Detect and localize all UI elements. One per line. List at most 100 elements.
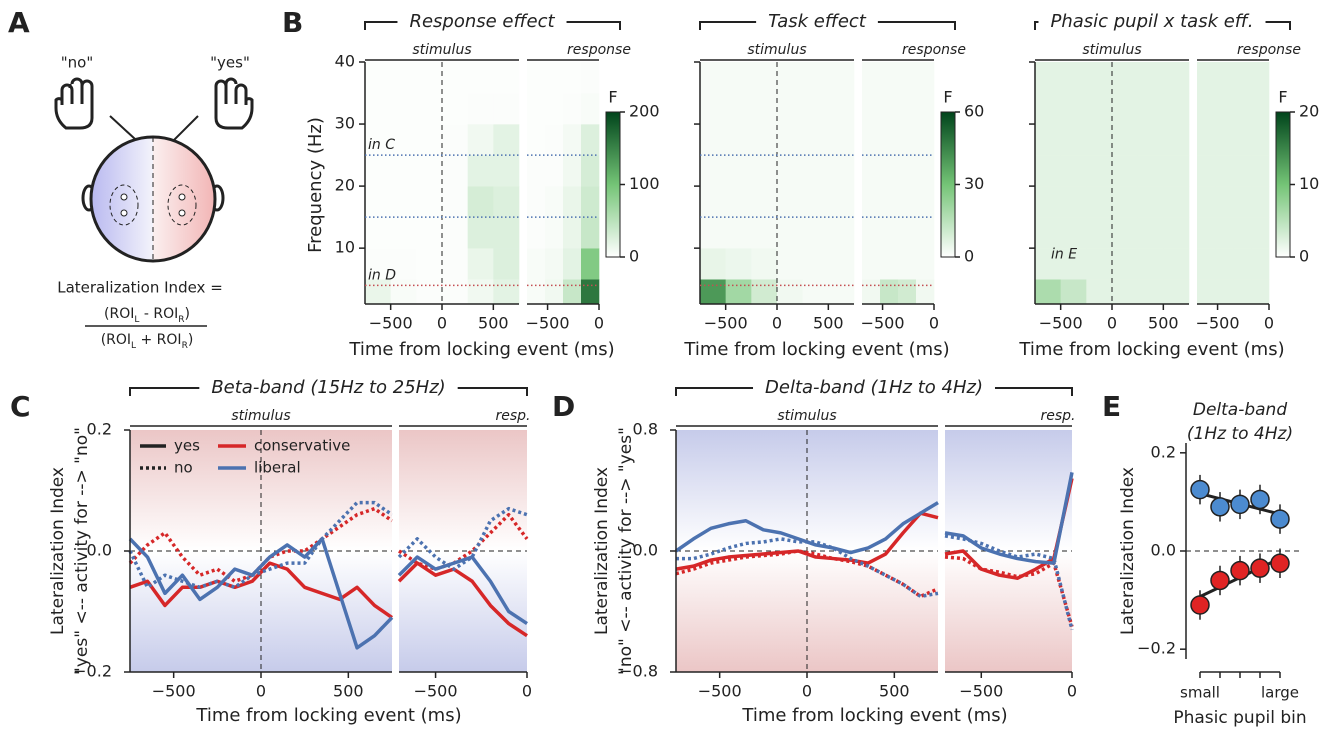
colorbar <box>1275 111 1291 258</box>
heat-cell <box>862 217 881 249</box>
x-axis-label: Time from locking event (ms) <box>348 339 614 360</box>
x-tick-label: −500 <box>414 682 458 701</box>
heat-cell <box>898 124 917 156</box>
heat-cell <box>527 62 546 94</box>
heat-cell <box>581 62 600 94</box>
heat-cell <box>1035 155 1061 187</box>
heat-cell <box>751 186 778 218</box>
heat-cell <box>581 248 600 280</box>
formula-part: (ROI <box>104 306 134 322</box>
heat-cell <box>390 93 417 125</box>
hand-left <box>54 77 94 130</box>
colorbar-tick-label: 0 <box>1299 247 1309 266</box>
point <box>1250 489 1270 510</box>
heat-cell <box>493 279 520 305</box>
heat-cell <box>751 217 778 249</box>
colorbar <box>605 111 621 258</box>
heat-cell <box>1215 186 1234 218</box>
heat-cell <box>1035 248 1061 280</box>
series-line <box>944 472 1074 565</box>
heat-cell <box>1137 217 1164 249</box>
series-line <box>128 506 393 583</box>
heat-cell <box>1233 279 1252 305</box>
y-axis-label: Frequency (Hz) <box>305 117 326 253</box>
heat-cell <box>563 279 582 305</box>
heat-cell <box>493 186 520 218</box>
heat-cell <box>802 93 829 125</box>
electrode <box>120 193 128 201</box>
title-bracket <box>364 21 621 30</box>
heat-cell <box>1251 124 1270 156</box>
heat-cell <box>1086 93 1113 125</box>
heat-cell <box>1137 93 1164 125</box>
heat-cell <box>700 62 726 94</box>
heat-cell <box>1035 217 1061 249</box>
heat-cell <box>898 186 917 218</box>
heat-cell <box>1251 93 1270 125</box>
heat-cell <box>1215 279 1234 305</box>
series-line <box>675 549 939 599</box>
heat-cell <box>365 186 391 218</box>
heat-cell <box>1035 62 1061 94</box>
x-axis-label: Time from locking event (ms) <box>683 339 949 360</box>
heat-cell <box>416 93 443 125</box>
numerator: (ROIL - ROIR) <box>104 306 190 325</box>
heat-cell <box>916 279 935 305</box>
heat-cell <box>880 124 899 156</box>
chart-title: Task effect <box>768 11 867 32</box>
x-tick-label: −500 <box>959 682 1003 701</box>
heat-cell <box>1060 155 1087 187</box>
heat-cell <box>1035 279 1061 305</box>
heat-cell <box>777 93 803 125</box>
series-line <box>397 506 528 571</box>
colorbar-tick-label: 30 <box>964 174 984 193</box>
heat-cell <box>1163 155 1190 187</box>
formula-part: + ROI <box>136 332 182 348</box>
heat-cell <box>416 62 443 94</box>
colorbar-label: F <box>1278 88 1287 107</box>
heat-cell <box>1112 186 1138 218</box>
heat-cell <box>416 124 443 156</box>
heat-cell <box>725 217 752 249</box>
heat-cell <box>1215 62 1234 94</box>
y-tick-label: 0.0 <box>1151 541 1176 560</box>
heat-cell <box>828 186 855 218</box>
x-tick-label: −500 <box>704 314 748 333</box>
heat-cell <box>802 248 829 280</box>
heat-cell <box>581 155 600 187</box>
heat-cell <box>1251 155 1270 187</box>
title-bracket <box>129 387 528 396</box>
heat-cell <box>563 217 582 249</box>
heat-cell <box>1086 186 1113 218</box>
heat-cell <box>563 248 582 280</box>
heat-cell <box>1060 124 1087 156</box>
heat-cell <box>442 155 468 187</box>
heat-cell <box>725 155 752 187</box>
series-line <box>944 478 1074 580</box>
heat-cell <box>1233 248 1252 280</box>
heat-cell <box>1215 217 1234 249</box>
heat-cell <box>365 217 391 249</box>
colorbar-tick-label: 20 <box>1299 102 1319 121</box>
heat-cell <box>725 124 752 156</box>
formula-label: Lateralization Index = <box>57 279 223 297</box>
heat-cell <box>527 93 546 125</box>
title-bracket <box>675 387 1073 396</box>
heat-cell <box>1163 248 1190 280</box>
heat-cell <box>725 279 752 305</box>
y-axis-label: "no" <-- activity for --> "yes" <box>616 427 636 675</box>
heat-cell <box>467 124 494 156</box>
heat-cell <box>898 279 917 305</box>
x-tick-label: −500 <box>369 314 413 333</box>
heat-cell <box>916 124 935 156</box>
colorbar-label: F <box>943 88 952 107</box>
formula-part: R <box>182 341 188 351</box>
heat-cell <box>777 279 803 305</box>
formula-part: (ROI <box>101 332 131 348</box>
heat-cell <box>880 186 899 218</box>
heat-cell <box>862 186 881 218</box>
heat-cell <box>390 217 417 249</box>
heat-cell <box>1086 248 1113 280</box>
series-line <box>676 537 939 599</box>
